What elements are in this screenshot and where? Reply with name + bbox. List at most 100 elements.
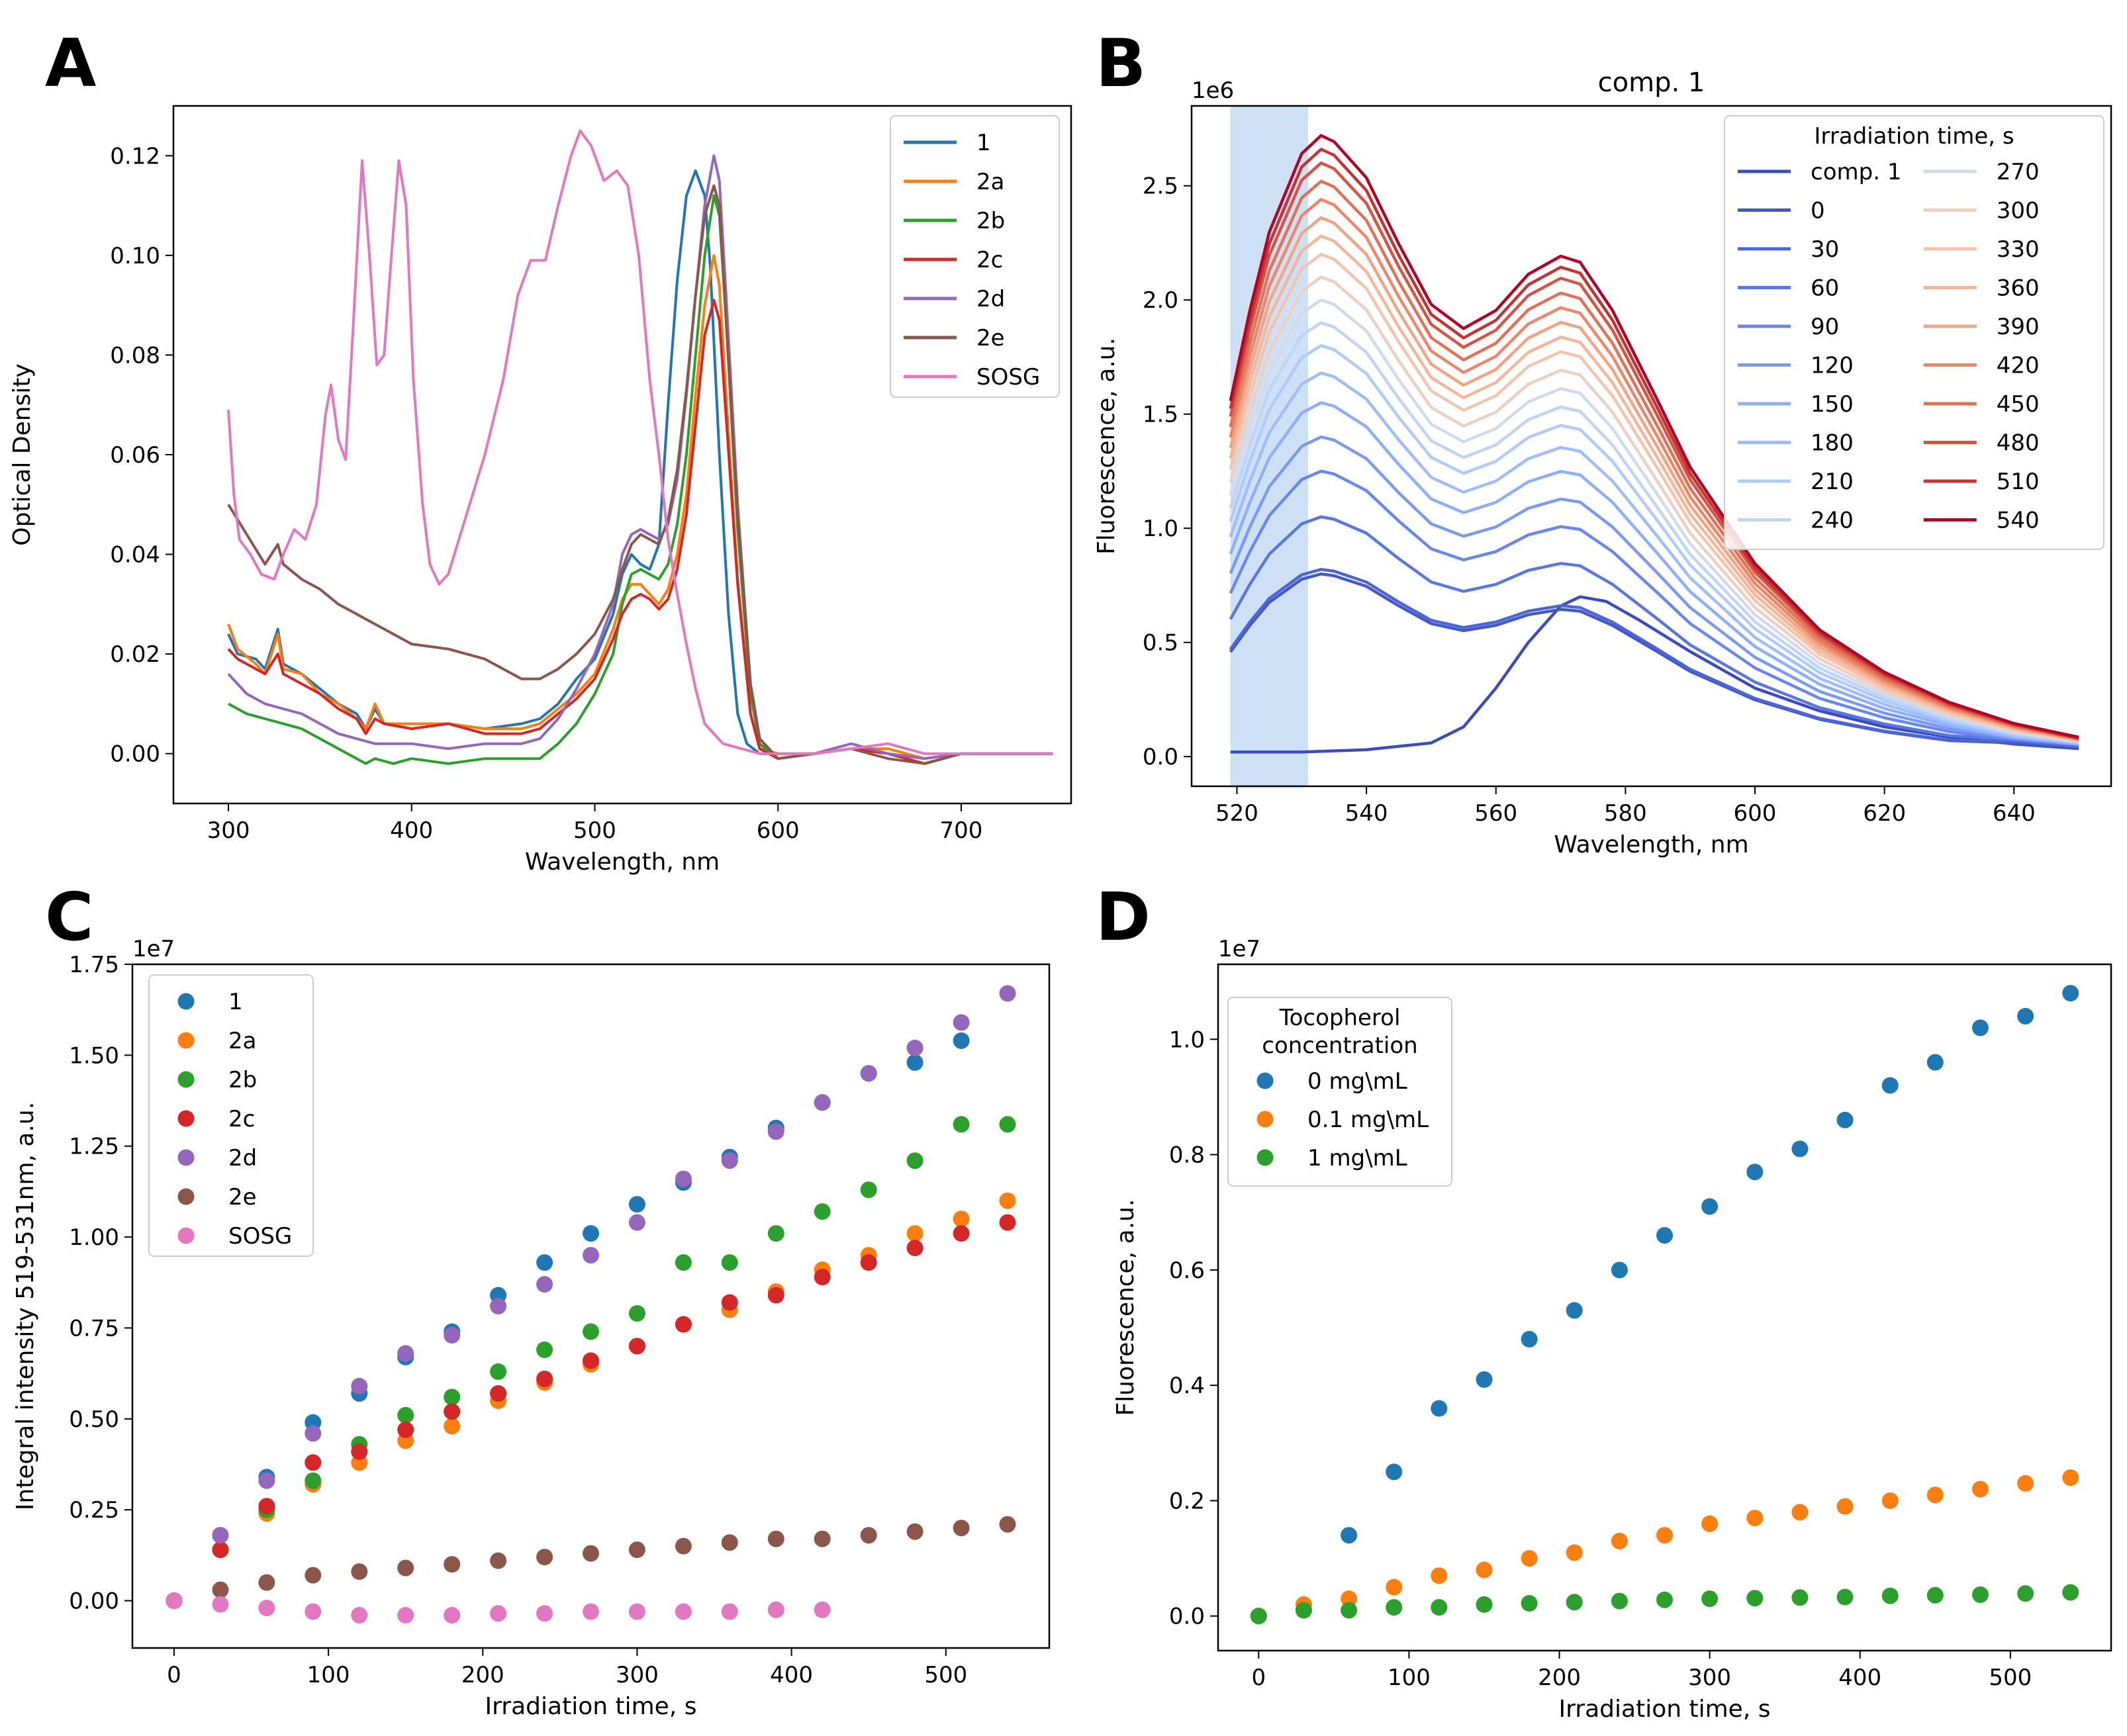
panel-C: C 0 100 200 300 400 500 0.00 0.25 0.50 0.75 1.00 1.2… (12, 878, 1051, 1720)
point-2e (999, 1516, 1016, 1533)
point-2c (536, 1370, 553, 1387)
x-tick-label: 500 (924, 1662, 967, 1688)
x-tick-label: 200 (1538, 1665, 1581, 1691)
point-2d (444, 1327, 461, 1344)
point-0-1-mg-mL (2062, 1469, 2079, 1486)
legend-label: 510 (1997, 469, 2040, 495)
y-tick-label: 0.08 (110, 342, 160, 369)
point-SOSG (536, 1605, 553, 1622)
x-tick-label: 520 (1215, 800, 1258, 827)
point-2d (999, 985, 1016, 1002)
point-2d (721, 1152, 738, 1169)
x-tick-label: 700 (940, 817, 983, 844)
point-2e (351, 1563, 368, 1580)
point-0-1-mg-mL (1881, 1492, 1899, 1509)
series-line-180 (1229, 371, 2079, 745)
legend-swatch (177, 1149, 195, 1166)
point-1 (953, 1032, 970, 1049)
x-tick-label: 100 (1388, 1665, 1431, 1691)
point-2c (999, 1214, 1016, 1231)
legend-label: 180 (1811, 430, 1854, 457)
point-2c (583, 1352, 599, 1369)
legend-swatch (1256, 1149, 1274, 1166)
legend-label: 540 (1997, 508, 2040, 534)
point-1-mg-mL (2017, 1585, 2034, 1602)
point-2c (258, 1498, 275, 1515)
point-2b (860, 1181, 877, 1199)
point-1-mg-mL (1476, 1596, 1493, 1613)
point-2a (953, 1211, 970, 1228)
point-2e (583, 1545, 599, 1562)
point-2e (258, 1574, 275, 1591)
legend-title: concentration (1262, 1032, 1417, 1059)
legend-label: 2b (976, 208, 1005, 234)
y-tick-label: 2.0 (1143, 287, 1178, 314)
y-tick-label: 1.50 (69, 1042, 119, 1069)
point-0-1-mg-mL (1566, 1544, 1583, 1561)
legend-label: 270 (1997, 159, 2040, 185)
point-2e (953, 1520, 970, 1537)
legend-swatch (177, 1188, 195, 1205)
y-axis-label: Integral intensity 519-531nm, a.u. (12, 1102, 39, 1510)
point-1-mg-mL (1611, 1592, 1628, 1610)
point-SOSG (583, 1603, 599, 1620)
series-line-150 (1229, 401, 2079, 746)
y-tick-label: 0.04 (110, 542, 160, 569)
point-0-mg-mL (1341, 1527, 1358, 1544)
point-2c (628, 1338, 645, 1355)
point-2b (953, 1116, 970, 1133)
point-2e (536, 1549, 553, 1566)
x-tick-label: 500 (573, 817, 616, 844)
y-tick-label: 0.2 (1169, 1488, 1205, 1514)
point-1-mg-mL (1656, 1591, 1673, 1608)
legend-label: 60 (1811, 275, 1839, 302)
legend-label: 2d (976, 286, 1005, 312)
axes-frame-D (1217, 963, 2112, 1652)
point-2e (490, 1552, 507, 1569)
point-2e (212, 1581, 229, 1598)
offset-text: 1e6 (1192, 77, 1234, 104)
y-tick-label: 0.75 (69, 1315, 119, 1342)
y-tick-label: 0.8 (1169, 1142, 1205, 1169)
x-axis-label: Irradiation time, s (1559, 1696, 1771, 1723)
point-2e (628, 1541, 645, 1559)
legend-box (1724, 115, 2104, 550)
y-tick-label: 1.75 (69, 952, 119, 978)
y-tick-label: 1.25 (69, 1134, 119, 1160)
legend-swatch (177, 1071, 195, 1088)
y-tick-label: 1.0 (1169, 1027, 1205, 1053)
point-0-mg-mL (1431, 1400, 1448, 1417)
y-tick-label: 0.6 (1169, 1257, 1205, 1284)
point-0-1-mg-mL (1971, 1481, 1989, 1498)
point-2b (906, 1152, 923, 1169)
y-tick-label: 0.50 (69, 1406, 119, 1433)
legend-swatch (177, 1032, 195, 1049)
point-0-mg-mL (1566, 1302, 1583, 1319)
point-2d (860, 1065, 877, 1082)
series-line-SOSG (227, 129, 1053, 755)
point-SOSG (675, 1603, 692, 1620)
point-2d (583, 1247, 599, 1264)
point-2d (628, 1214, 645, 1231)
series-line-420 (1229, 198, 2079, 741)
legend-label: 210 (1811, 469, 1854, 495)
y-tick-label: 0.00 (69, 1588, 119, 1615)
panel-label-C: C (45, 878, 93, 956)
legend-label: 240 (1811, 508, 1854, 534)
offset-text: 1e7 (132, 936, 175, 962)
point-0-1-mg-mL (1386, 1578, 1403, 1596)
legend-C: 1 2a 2b 2c 2d 2e SOSG (148, 974, 314, 1257)
point-2e (860, 1527, 877, 1544)
point-1-mg-mL (1521, 1595, 1538, 1612)
legend-swatch (177, 993, 195, 1010)
point-0-1-mg-mL (1476, 1561, 1493, 1578)
point-1-mg-mL (1836, 1588, 1854, 1606)
legend-B: Irradiation time, s comp. 1 0 30 60 90 120 150 1… (1724, 115, 2104, 550)
point-0-mg-mL (2017, 1007, 2034, 1025)
point-2d (397, 1345, 414, 1362)
legend-swatch (1256, 1072, 1274, 1089)
y-tick-label: 0.25 (69, 1497, 119, 1524)
series-line-210 (1229, 343, 2079, 745)
